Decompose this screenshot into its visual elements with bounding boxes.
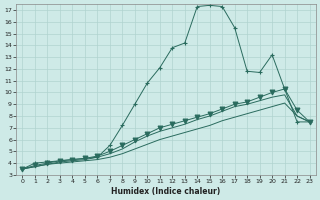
X-axis label: Humidex (Indice chaleur): Humidex (Indice chaleur)	[111, 187, 221, 196]
